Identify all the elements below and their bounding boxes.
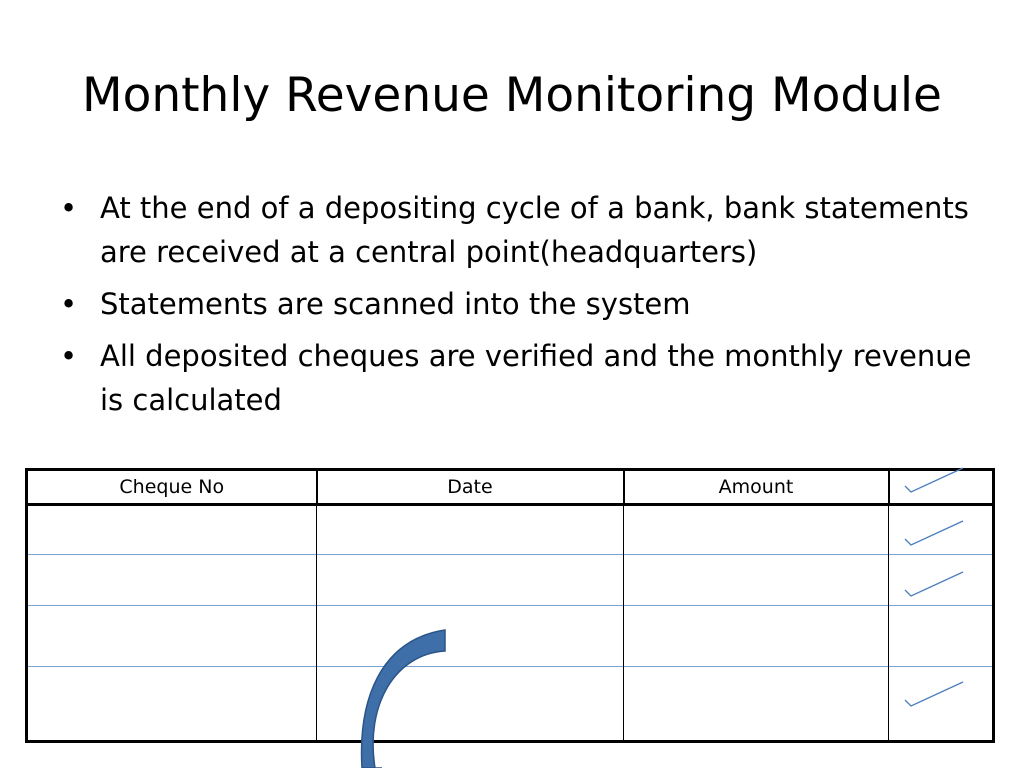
bullet-text: Statements are scanned into the system bbox=[100, 287, 691, 321]
cell-amount bbox=[623, 554, 889, 606]
cell-cheque-no bbox=[26, 665, 317, 742]
bullet-glyph: • bbox=[60, 287, 78, 321]
bullet-item: • Statements are scanned into the system bbox=[60, 282, 980, 326]
table-row bbox=[26, 504, 994, 555]
cell-date bbox=[316, 605, 624, 667]
cell-cheque-no bbox=[26, 554, 317, 606]
table-row bbox=[26, 605, 994, 667]
column-header-verified bbox=[888, 469, 994, 506]
bullet-item: • All deposited cheques are verified and… bbox=[60, 334, 980, 422]
cell-amount bbox=[623, 504, 889, 555]
column-header-cheque-no: Cheque No bbox=[26, 469, 318, 506]
cell-verified bbox=[888, 554, 994, 606]
cell-cheque-no bbox=[26, 605, 317, 667]
column-header-amount: Amount bbox=[623, 469, 890, 506]
bullet-item: • At the end of a depositing cycle of a … bbox=[60, 186, 980, 274]
bullet-glyph: • bbox=[60, 191, 78, 225]
column-header-date: Date bbox=[316, 469, 625, 506]
cell-amount bbox=[623, 665, 889, 742]
cheque-table-container: Cheque No Date Amount bbox=[25, 468, 995, 743]
table-row bbox=[26, 665, 994, 742]
slide-title: Monthly Revenue Monitoring Module bbox=[82, 68, 942, 123]
bullet-list: • At the end of a depositing cycle of a … bbox=[60, 186, 980, 430]
cell-date bbox=[316, 665, 624, 742]
table-header-row: Cheque No Date Amount bbox=[26, 469, 994, 506]
bullet-text: At the end of a depositing cycle of a ba… bbox=[100, 191, 969, 269]
cell-verified bbox=[888, 605, 994, 667]
cell-verified bbox=[888, 665, 994, 742]
cell-date bbox=[316, 504, 624, 555]
cell-cheque-no bbox=[26, 504, 317, 555]
cell-date bbox=[316, 554, 624, 606]
cell-verified bbox=[889, 505, 994, 555]
table-row bbox=[26, 554, 994, 606]
cell-amount bbox=[623, 605, 889, 667]
bullet-glyph: • bbox=[60, 339, 78, 373]
cheque-table: Cheque No Date Amount bbox=[25, 468, 995, 743]
bullet-text: All deposited cheques are verified and t… bbox=[100, 339, 972, 417]
